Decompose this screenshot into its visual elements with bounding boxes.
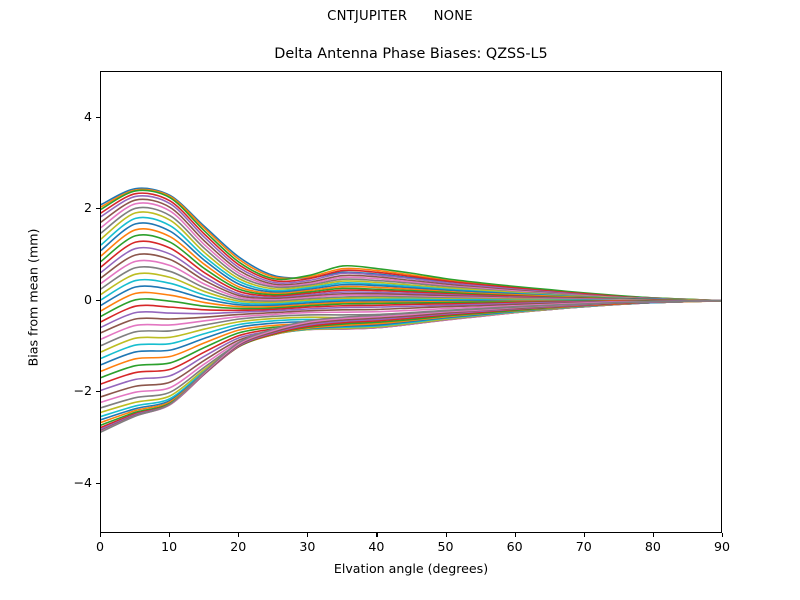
x-tick-label: 20 — [230, 539, 247, 554]
line-series — [101, 299, 721, 433]
x-tick-label: 30 — [299, 539, 316, 554]
line-series-group — [101, 187, 721, 433]
x-tick-label: 80 — [644, 539, 661, 554]
y-tick-mark — [96, 391, 100, 393]
y-axis-label: Bias from mean (mm) — [25, 228, 41, 367]
line-series — [101, 189, 721, 302]
y-tick-label: 2 — [83, 200, 92, 216]
x-tick-label: 0 — [95, 539, 104, 554]
x-tick-label: 50 — [437, 539, 454, 554]
line-series — [101, 299, 721, 372]
y-tick-label: −2 — [73, 383, 92, 399]
x-tick-label: 10 — [161, 539, 178, 554]
y-tick-mark — [96, 482, 100, 484]
y-tick-label: 4 — [83, 108, 92, 124]
plot-area — [100, 71, 722, 533]
y-tick-mark — [96, 116, 100, 118]
y-tick-mark — [96, 208, 100, 210]
x-tick-mark — [652, 533, 655, 537]
y-tick-label: −4 — [73, 474, 92, 490]
x-tick-mark — [514, 533, 516, 537]
y-tick-mark — [96, 299, 100, 301]
x-tick-label: 70 — [575, 539, 592, 554]
x-tick-label: 60 — [506, 539, 523, 554]
x-tick-label: 90 — [713, 539, 731, 554]
y-tick-label: 0 — [83, 291, 92, 307]
x-tick-mark — [445, 533, 447, 537]
x-tick-mark — [238, 533, 240, 537]
x-tick-mark — [583, 533, 585, 537]
x-tick-mark — [169, 533, 171, 537]
x-tick-label: 40 — [368, 539, 385, 554]
x-tick-mark — [376, 533, 378, 537]
x-tick-mark — [307, 533, 309, 537]
x-axis-label: Elvation angle (degrees) — [333, 561, 489, 576]
x-tick-mark — [722, 533, 724, 537]
x-tick-mark — [100, 533, 102, 537]
figure-suptitle: CNTJUPITER NONE — [327, 9, 473, 24]
chart-title: Delta Antenna Phase Biases: QZSS-L5 — [274, 46, 548, 62]
